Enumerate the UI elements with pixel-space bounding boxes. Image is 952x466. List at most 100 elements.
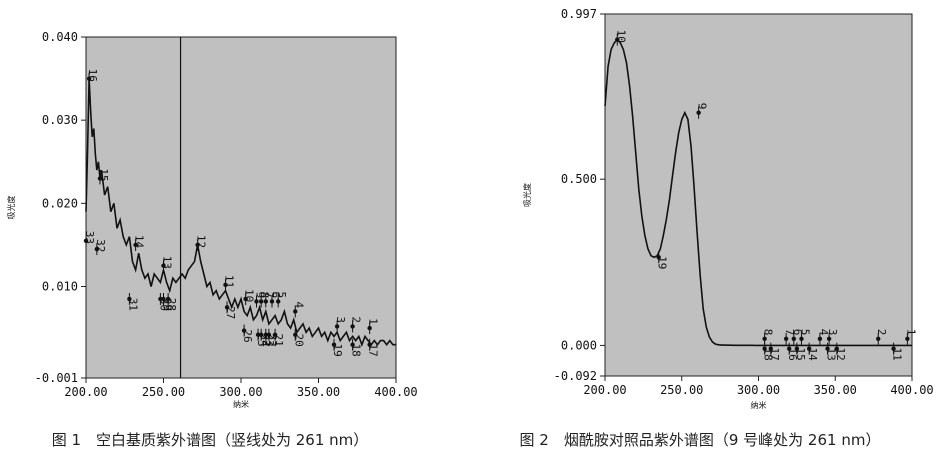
- peak-label-24: 24: [258, 334, 271, 348]
- peak-dot: [762, 336, 767, 341]
- peak-dot: [97, 176, 103, 181]
- peak-dot: [331, 342, 337, 347]
- peak-dot: [224, 305, 230, 310]
- peak-dot: [161, 296, 166, 302]
- caption-figure-2: 图 2 烟酰胺对照品紫外谱图（9 号峰处为 261 nm）: [520, 431, 881, 449]
- peak-label-2: 2: [875, 329, 888, 336]
- peak-dot: [806, 346, 812, 351]
- peak-dot: [825, 346, 830, 351]
- peak-dot: [367, 342, 372, 347]
- peak-label-32: 32: [94, 239, 107, 252]
- x-tick-label: 250.00: [142, 385, 185, 399]
- peak-dot: [350, 342, 355, 347]
- x-tick-label: 400.00: [890, 383, 933, 397]
- peak-label-6: 6: [791, 329, 804, 336]
- peak-label-3: 3: [334, 316, 347, 323]
- peak-label-9: 9: [254, 291, 267, 298]
- peak-label-9: 9: [696, 103, 709, 110]
- peak-label-11: 11: [223, 275, 236, 288]
- y-tick-label: -0.001: [35, 371, 78, 385]
- peak-dot: [293, 332, 298, 337]
- peak-dot: [272, 332, 278, 337]
- peak-dot: [269, 299, 275, 304]
- x-axis-label: 纳米: [233, 399, 249, 409]
- peak-dot: [263, 332, 268, 337]
- x-tick-label: 350.00: [814, 383, 857, 397]
- peak-dot: [334, 324, 340, 329]
- peak-label-2: 2: [350, 316, 363, 323]
- peak-dot: [826, 336, 832, 341]
- peak-dot: [293, 309, 298, 314]
- peak-dot: [891, 346, 896, 351]
- peak-label-17: 17: [367, 343, 380, 356]
- peak-dot: [276, 299, 281, 304]
- peak-dot: [254, 299, 259, 304]
- peak-label-4: 4: [292, 301, 305, 308]
- peak-label-1: 1: [904, 329, 917, 336]
- peak-label-20: 20: [292, 334, 305, 347]
- peak-dot: [615, 37, 620, 42]
- y-tick-label: 0.010: [42, 280, 78, 294]
- peak-label-19: 19: [331, 343, 344, 356]
- peak-label-10: 10: [243, 289, 256, 302]
- peak-label-8: 8: [258, 291, 271, 298]
- peak-label-5: 5: [275, 291, 288, 298]
- y-tick-label: 0.000: [561, 338, 597, 352]
- peak-label-3: 3: [826, 329, 839, 336]
- x-tick-label: 300.00: [737, 383, 780, 397]
- plot-area: [85, 36, 397, 379]
- peak-label-10: 10: [614, 30, 627, 43]
- peak-label-16: 16: [786, 347, 799, 360]
- peak-dot: [791, 336, 797, 341]
- peak-dot: [258, 332, 264, 337]
- peak-dot: [367, 325, 372, 331]
- x-tick-label: 300.00: [219, 385, 262, 399]
- peak-dot: [266, 332, 272, 337]
- peak-label-8: 8: [762, 329, 775, 336]
- plot-area: [604, 13, 913, 377]
- peak-label-31: 31: [126, 298, 139, 311]
- peak-label-4: 4: [817, 329, 830, 336]
- peak-label-1: 1: [367, 318, 380, 325]
- peak-dot: [876, 336, 881, 341]
- peak-dot: [255, 332, 261, 337]
- peak-label-12: 12: [195, 235, 208, 248]
- peak-label-13: 13: [161, 256, 174, 269]
- peak-label-17: 17: [768, 347, 781, 360]
- peak-label-29: 29: [161, 298, 174, 311]
- y-tick-label: 0.997: [561, 7, 597, 21]
- peak-dot: [696, 110, 701, 115]
- peak-label-14: 14: [806, 347, 819, 361]
- peak-dot: [263, 299, 268, 304]
- peak-dot: [86, 76, 92, 81]
- peak-label-14: 14: [133, 235, 146, 249]
- y-tick-label: 0.020: [42, 196, 78, 210]
- y-tick-label: 0.040: [42, 30, 78, 44]
- peak-label-27: 27: [224, 306, 237, 319]
- peak-label-26: 26: [241, 329, 254, 342]
- peak-label-16: 16: [86, 69, 99, 82]
- peak-dot: [161, 263, 166, 268]
- peak-label-12: 12: [834, 347, 847, 360]
- x-axis-label: 纳米: [751, 400, 767, 410]
- peak-label-15: 15: [794, 347, 807, 360]
- caption-figure-1: 图 1 空白基质紫外谱图（竖线处为 261 nm）: [52, 431, 369, 449]
- y-axis-label: 吸光度: [6, 196, 16, 220]
- y-axis-label: 吸光度: [522, 183, 532, 207]
- y-tick-label: 0.030: [42, 113, 78, 127]
- x-tick-label: 200.00: [64, 385, 107, 399]
- peak-label-28: 28: [165, 298, 178, 311]
- peak-dot: [762, 346, 767, 351]
- peak-dot: [195, 242, 200, 248]
- peak-dot: [94, 246, 100, 252]
- peak-dot: [243, 296, 248, 302]
- peak-label-7: 7: [263, 291, 276, 298]
- peak-label-21: 21: [272, 334, 285, 347]
- peak-dot: [787, 346, 792, 351]
- peak-dot: [799, 336, 804, 341]
- x-tick-label: 250.00: [660, 383, 703, 397]
- peak-label-11: 11: [891, 347, 904, 360]
- peak-dot: [223, 282, 228, 288]
- peak-label-33: 33: [83, 231, 96, 244]
